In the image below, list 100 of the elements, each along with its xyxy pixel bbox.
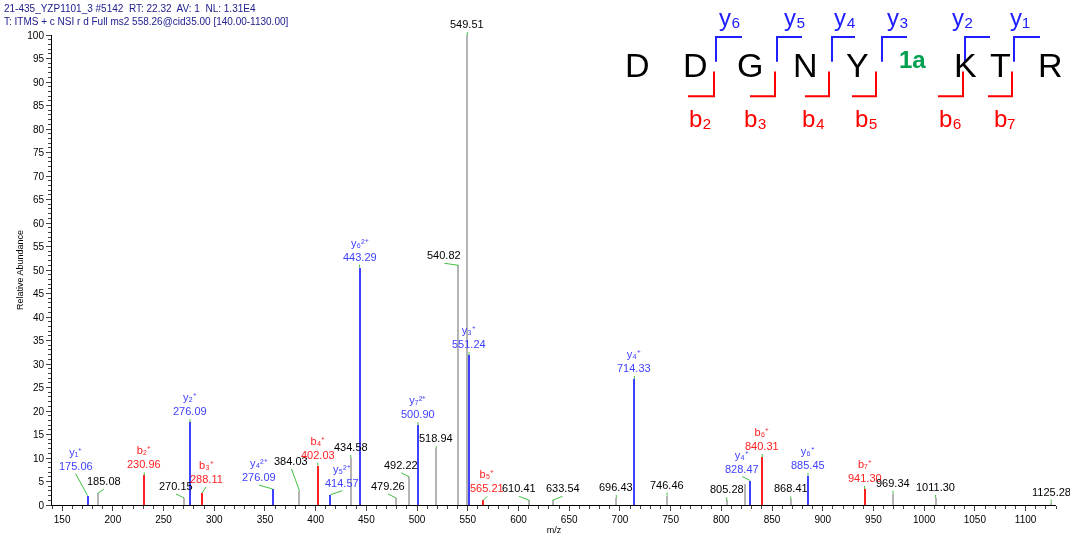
bar <box>552 500 554 505</box>
bar <box>417 425 419 505</box>
annotation: 696.43 <box>599 481 633 493</box>
annotation: b₄ <box>802 105 826 132</box>
annotation: b₆ <box>939 105 963 132</box>
bar <box>726 500 728 505</box>
bar <box>744 484 746 505</box>
x-tick-label: 1000 <box>913 514 936 525</box>
annotation: 518.94 <box>419 432 453 444</box>
bar <box>749 481 751 505</box>
x-tick-label: 800 <box>712 514 731 525</box>
y-tick-label: 20 <box>32 405 45 417</box>
annotation: 1011.30 <box>916 481 955 493</box>
bar <box>87 496 89 505</box>
y-tick-label: 95 <box>32 53 45 64</box>
bar <box>298 491 300 505</box>
text: y₁ <box>1010 4 1031 31</box>
text: y₂ <box>952 4 974 31</box>
annotation: y₁⁺ 175.06 <box>59 446 93 473</box>
annotation: b₅ <box>855 105 879 132</box>
annotation: D <box>683 46 708 84</box>
annotation: N <box>793 46 818 84</box>
y-tick-label: 50 <box>32 264 45 276</box>
annotation: 610.41 <box>502 482 536 494</box>
x-tick-label: 150 <box>53 514 71 525</box>
bar <box>201 493 203 505</box>
annotation: 805.28 <box>710 483 744 495</box>
y-tick-label: 70 <box>32 170 45 182</box>
bar <box>317 466 319 505</box>
text: y₆ <box>719 4 741 31</box>
y-axis-title: Relative Abundance <box>14 229 25 311</box>
annotation: 479.26 <box>371 480 405 492</box>
x-tick-label: 850 <box>763 514 781 525</box>
bar <box>359 268 361 505</box>
bar <box>272 489 274 505</box>
bar <box>864 489 866 505</box>
x-tick-label: 750 <box>662 514 680 525</box>
y-tick-label: 100 <box>27 29 45 41</box>
annotation: Y <box>846 46 869 84</box>
y-tick-label: 55 <box>32 241 45 252</box>
annotation: 868.41 <box>774 482 808 494</box>
annotation: 492.22 <box>384 459 418 471</box>
annotation: y₃⁺ 551.24 <box>452 324 486 351</box>
x-tick-label: 450 <box>358 514 376 525</box>
annotation: b₅⁺ 565.21 <box>470 468 504 495</box>
x-tick-label: 900 <box>814 514 832 525</box>
y-tick-label: 60 <box>32 217 45 229</box>
x-tick-label: 1050 <box>963 514 987 525</box>
annotation: D <box>625 46 650 84</box>
bar <box>807 476 809 505</box>
y-tick-label: 90 <box>32 76 45 88</box>
bar <box>666 496 668 505</box>
annotation: b₃ <box>744 105 768 132</box>
y-tick-label: 80 <box>32 123 45 135</box>
annotation: b₂⁺ 230.96 <box>127 444 161 471</box>
chart-title: 21-435_YZP1101_3 #5142 RT: 22.32 AV: 1 NL: 1.31E4 <box>4 3 256 14</box>
y-tick-label: 65 <box>32 194 45 205</box>
x-tick-label: 700 <box>611 514 629 525</box>
text: y₅ <box>784 4 806 31</box>
annotation: 185.08 <box>87 475 121 487</box>
bar <box>468 355 470 505</box>
bar <box>466 35 468 505</box>
annotation: 549.51 <box>450 18 484 30</box>
bar <box>457 265 459 505</box>
bar <box>790 499 792 505</box>
annotation: 1125.28 <box>1032 486 1070 498</box>
annotation: G <box>737 46 764 84</box>
x-tick-label: 250 <box>155 514 173 525</box>
annotation: b₇ <box>994 105 1016 132</box>
y-tick-label: 40 <box>32 311 45 323</box>
y-tick-label: 75 <box>32 147 45 158</box>
x-tick-label: 500 <box>408 514 426 525</box>
bar <box>761 457 763 505</box>
annotation: y₅²⁺ 414.57 <box>325 463 359 490</box>
annotation: b₂ <box>689 105 712 132</box>
x-tick-label: 400 <box>307 514 325 525</box>
bar <box>615 498 617 505</box>
x-tick-label: 1100 <box>1014 514 1037 525</box>
annotation: y₄⁺ 828.47 <box>725 449 759 476</box>
y-tick-label: 85 <box>32 100 45 111</box>
annotation: R <box>1038 46 1063 84</box>
bar <box>633 379 635 505</box>
y-tick-label: 15 <box>32 429 45 440</box>
x-tick-label: 650 <box>560 514 578 525</box>
annotation: y₇²⁺ 500.90 <box>401 394 435 421</box>
y-tick-label: 10 <box>32 452 45 464</box>
bar <box>408 477 410 505</box>
x-tick-label: 600 <box>510 514 528 525</box>
y-tick-label: 5 <box>38 476 45 487</box>
x-tick-label: 300 <box>205 514 224 525</box>
bar <box>528 500 530 505</box>
chart-subtitle: T: ITMS + c NSI r d Full ms2 558.26@cid35.00 [140.00-1130.00] <box>4 16 289 27</box>
annotation: K <box>954 46 977 84</box>
bar <box>329 495 331 505</box>
y-tick-label: 30 <box>32 358 45 370</box>
x-tick-label: 950 <box>865 514 883 525</box>
bar <box>482 500 484 505</box>
y-tick-label: 0 <box>38 499 45 511</box>
bar <box>395 498 397 505</box>
annotation: 746.46 <box>650 479 684 491</box>
